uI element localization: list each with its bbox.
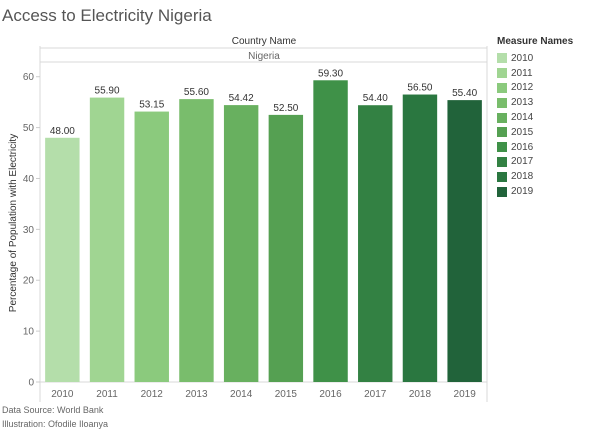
bar-2017[interactable] xyxy=(358,105,393,383)
legend-item-2010[interactable]: 2010 xyxy=(497,51,573,66)
bar-2011[interactable] xyxy=(89,97,125,382)
legend-swatch xyxy=(497,97,507,108)
legend-swatch xyxy=(497,53,507,64)
x-tick-label-2018: 2018 xyxy=(409,389,432,400)
y-tick-label: 50 xyxy=(23,123,35,134)
data-source-note: Data Source: World Bank xyxy=(2,405,104,415)
x-tick-label-2013: 2013 xyxy=(185,389,208,400)
legend-item-2011[interactable]: 2011 xyxy=(497,66,573,81)
data-label-2018: 56.50 xyxy=(407,83,432,94)
x-tick-label-2016: 2016 xyxy=(319,389,342,400)
legend-item-2014[interactable]: 2014 xyxy=(497,110,573,125)
legend-swatch xyxy=(497,82,507,93)
y-tick-label: 20 xyxy=(23,276,35,287)
legend-item-2013[interactable]: 2013 xyxy=(497,95,573,110)
bar-2015[interactable] xyxy=(268,114,304,382)
x-tick-label-2017: 2017 xyxy=(364,389,387,400)
legend-label: 2016 xyxy=(511,141,534,153)
data-label-2012: 53.15 xyxy=(139,100,164,111)
y-tick-label: 30 xyxy=(23,225,35,236)
bar-2016[interactable] xyxy=(313,80,348,382)
data-label-2013: 55.60 xyxy=(184,87,209,98)
y-tick-label: 10 xyxy=(23,327,35,338)
legend-label: 2011 xyxy=(511,67,533,79)
y-tick-label: 40 xyxy=(23,174,35,185)
legend-swatch xyxy=(497,142,507,153)
data-label-2014: 54.42 xyxy=(229,93,254,104)
legend-swatch xyxy=(497,127,507,138)
legend-item-2015[interactable]: 2015 xyxy=(497,125,573,140)
x-tick-label-2015: 2015 xyxy=(275,389,298,400)
y-axis-ticks: 0 10 20 30 40 50 60 xyxy=(23,72,40,389)
legend-items: 2010 2011 2012 2013 2014 2015 2016 2017 2018 2019 xyxy=(497,51,573,199)
x-axis-ticks: 2010 2011 2012 2013 2014 2015 2016 2017 2018 2019 xyxy=(51,389,476,400)
x-tick-label-2019: 2019 xyxy=(454,389,477,400)
legend-swatch xyxy=(497,68,507,79)
data-labels: 48.00 55.90 53.15 55.60 54.42 52.50 59.30 54.40… xyxy=(50,68,478,136)
illustration-credit: Illustration: Ofodile Iloanya xyxy=(2,419,109,429)
legend-label: 2013 xyxy=(511,97,534,109)
bar-2019[interactable] xyxy=(447,100,482,383)
legend-item-2012[interactable]: 2012 xyxy=(497,81,573,96)
country-name-header: Country Name xyxy=(232,36,297,47)
legend-swatch xyxy=(497,171,507,182)
legend-item-2018[interactable]: 2018 xyxy=(497,169,573,184)
legend-item-2019[interactable]: 2019 xyxy=(497,184,573,199)
legend-label: 2015 xyxy=(511,126,534,138)
bar-2010[interactable] xyxy=(45,137,80,382)
legend-label: 2018 xyxy=(511,171,534,183)
nigeria-panel-label: Nigeria xyxy=(248,51,280,62)
legend: Measure Names 2010 2011 2012 2013 2014 2015 20… xyxy=(497,36,573,199)
legend-label: 2010 xyxy=(511,52,534,64)
x-tick-label-2012: 2012 xyxy=(141,389,164,400)
y-axis-title: Percentage of Population with Electricit… xyxy=(8,134,19,312)
y-tick-label: 60 xyxy=(23,72,35,83)
bar-2013[interactable] xyxy=(179,99,214,383)
bar-2014[interactable] xyxy=(223,105,259,383)
bar-2018[interactable] xyxy=(402,94,438,382)
data-label-2010: 48.00 xyxy=(50,126,75,137)
legend-label: 2017 xyxy=(511,156,534,168)
y-tick-label: 0 xyxy=(28,378,34,389)
legend-swatch xyxy=(497,112,507,123)
legend-item-2016[interactable]: 2016 xyxy=(497,140,573,155)
x-tick-label-2011: 2011 xyxy=(96,389,118,400)
x-tick-label-2010: 2010 xyxy=(51,389,74,400)
data-label-2016: 59.30 xyxy=(318,68,343,79)
legend-label: 2014 xyxy=(511,112,534,124)
data-label-2019: 55.40 xyxy=(452,88,477,99)
x-tick-label-2014: 2014 xyxy=(230,389,253,400)
data-label-2011: 55.90 xyxy=(95,86,120,97)
legend-title: Measure Names xyxy=(497,36,574,47)
legend-swatch xyxy=(497,186,507,197)
legend-swatch xyxy=(497,156,507,167)
data-label-2015: 52.50 xyxy=(273,103,298,114)
legend-label: 2019 xyxy=(511,186,534,198)
chart-title: Access to Electricity Nigeria xyxy=(2,6,212,25)
legend-item-2017[interactable]: 2017 xyxy=(497,155,573,170)
bar-2012[interactable] xyxy=(134,111,169,382)
bars xyxy=(45,80,482,383)
data-label-2017: 54.40 xyxy=(363,93,388,104)
legend-label: 2012 xyxy=(511,82,534,94)
